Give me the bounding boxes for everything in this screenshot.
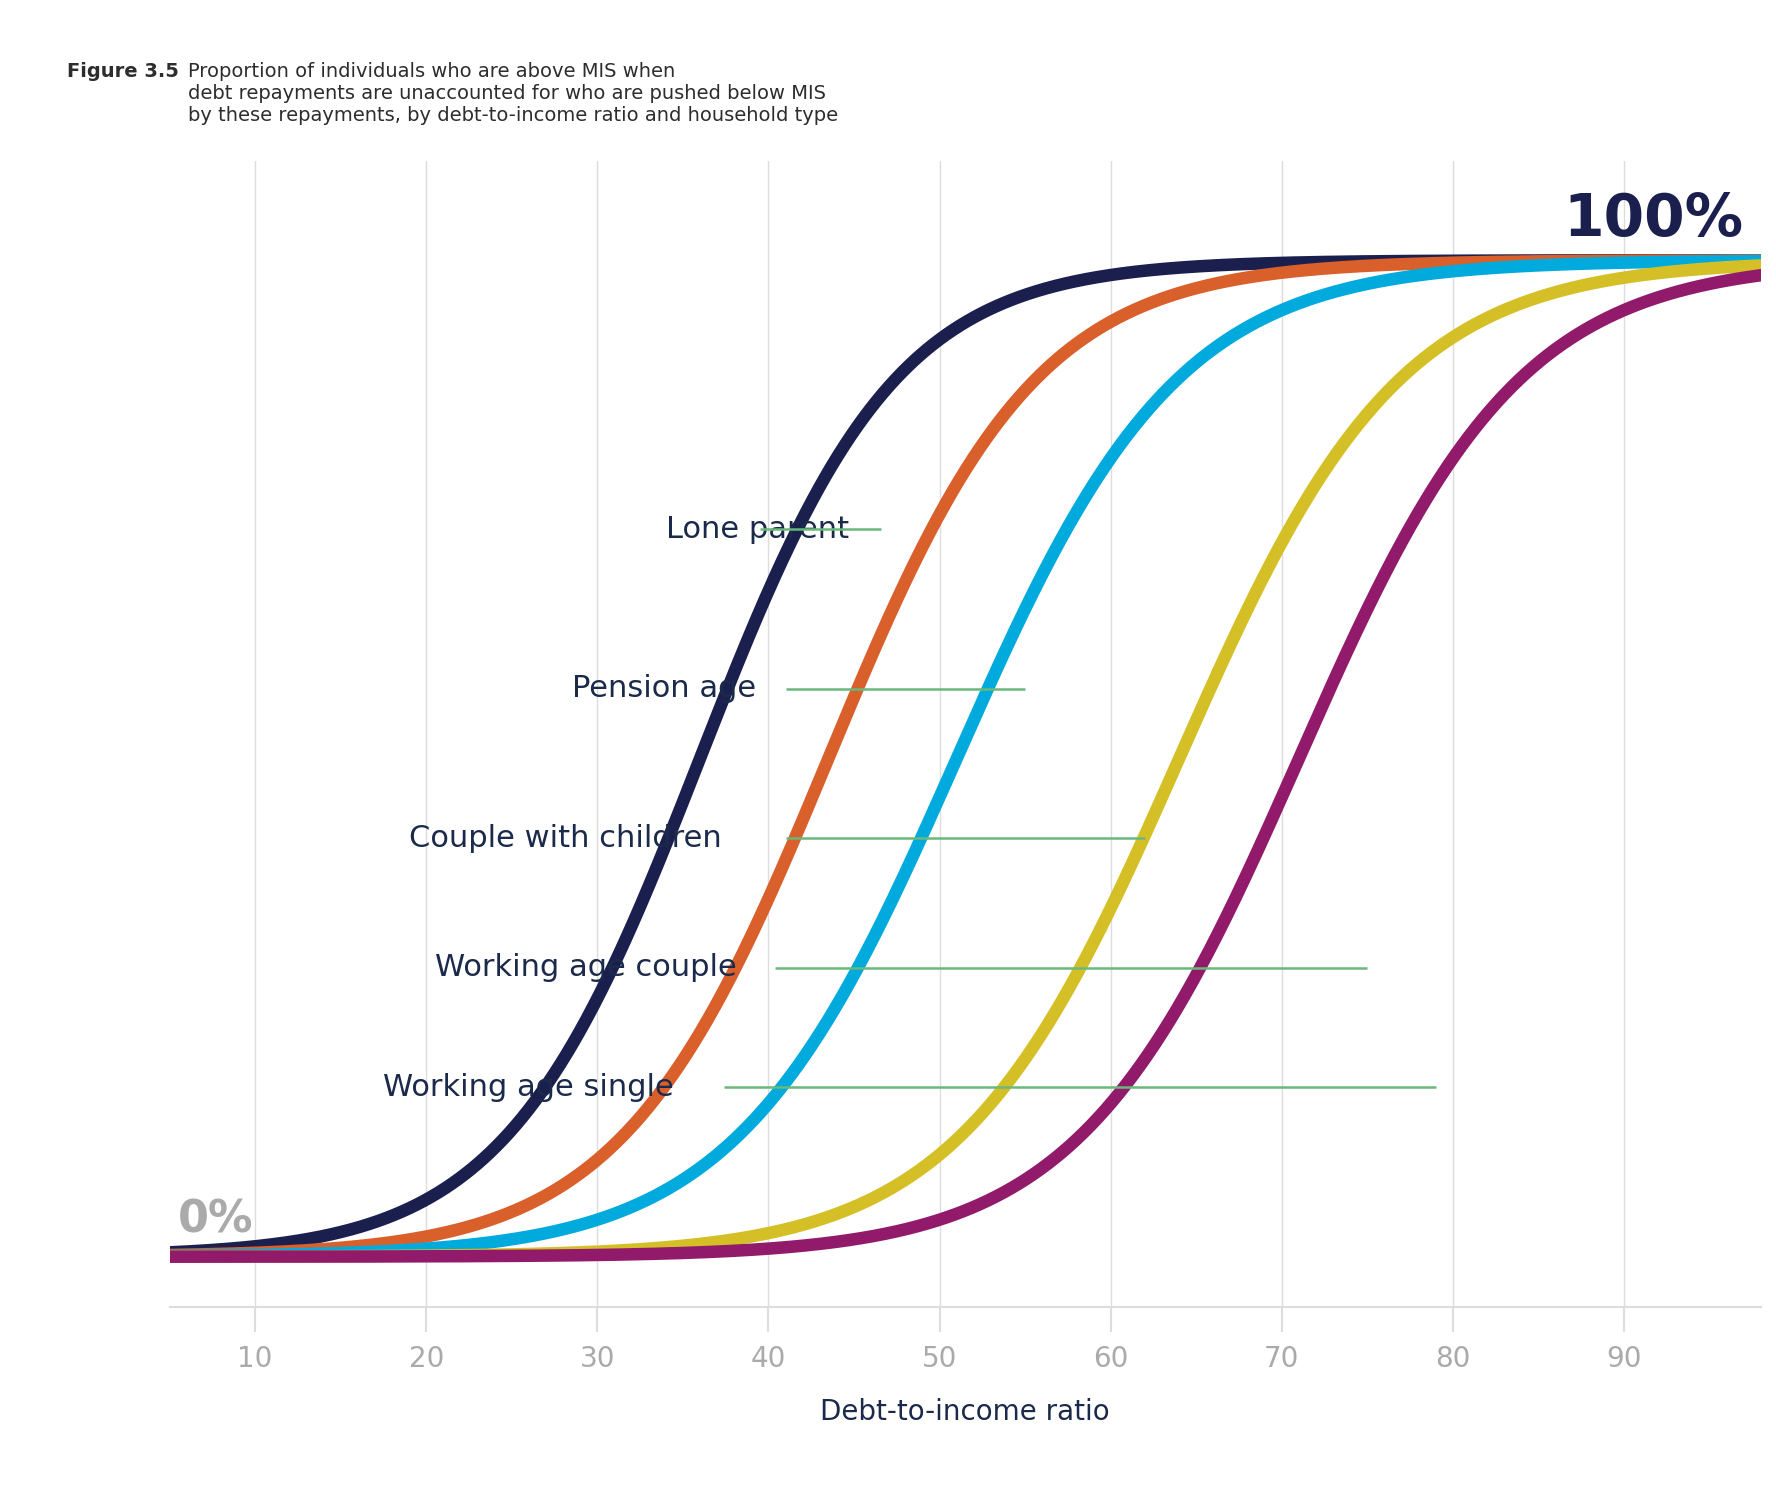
- Text: 100%: 100%: [1563, 190, 1744, 248]
- Text: Couple with children: Couple with children: [408, 823, 721, 853]
- Text: Working age couple: Working age couple: [435, 953, 737, 982]
- Text: Figure 3.5: Figure 3.5: [67, 62, 179, 82]
- Text: Pension age: Pension age: [572, 675, 757, 703]
- Text: Working age single: Working age single: [384, 1073, 675, 1101]
- X-axis label: Debt-to-income ratio: Debt-to-income ratio: [821, 1398, 1110, 1427]
- Text: Proportion of individuals who are above MIS when
debt repayments are unaccounted: Proportion of individuals who are above …: [188, 62, 838, 125]
- Text: 0%: 0%: [178, 1199, 254, 1242]
- Text: Lone parent: Lone parent: [666, 514, 849, 544]
